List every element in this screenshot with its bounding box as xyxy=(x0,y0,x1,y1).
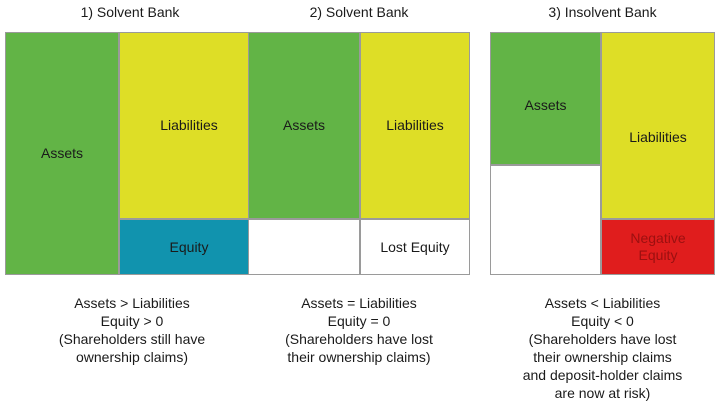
panel-2-caption-line-3: (Shareholders have lost xyxy=(285,331,433,347)
panel-1-liabilities-block: Liabilities xyxy=(119,32,259,219)
panel-2-liabilities-block: Liabilities xyxy=(360,32,470,219)
panel-3-caption-line-5: and deposit-holder claims xyxy=(522,367,683,383)
panel-2-caption-line-4: their ownership claims) xyxy=(287,349,431,365)
panel-3-caption-line-3: (Shareholders have lost xyxy=(528,331,677,347)
panel-3-caption-line-1: Assets < Liabilities xyxy=(544,295,661,311)
panel-1-caption-line-4: ownership claims) xyxy=(75,349,189,365)
panel-1-title: 1) Solvent Bank xyxy=(80,4,180,20)
panel-3-caption-line-2: Equity < 0 xyxy=(571,313,634,329)
panel-3-caption-line-4: their ownership claims xyxy=(533,349,672,365)
panel-1-caption-line-1: Assets > Liabilities xyxy=(74,295,190,311)
panel-3-assets-block: Assets xyxy=(490,32,601,165)
panel-1-caption: Assets > Liabilities Equity > 0 (Shareho… xyxy=(5,294,259,366)
panel-2-empty-block xyxy=(248,219,360,275)
panel-2-caption: Assets = Liabilities Equity = 0 (Shareho… xyxy=(248,294,470,366)
panel-1-caption-line-2: Equity > 0 xyxy=(100,313,164,329)
panel-2-caption-line-1: Assets = Liabilities xyxy=(301,295,417,311)
panel-2-lost-equity-block: Lost Equity xyxy=(360,219,470,275)
panel-3-caption-line-6: are now at risk) xyxy=(554,385,651,401)
panel-3-caption: Assets < Liabilities Equity < 0 (Shareho… xyxy=(490,294,715,402)
panel-2-title: 2) Solvent Bank xyxy=(309,4,409,20)
panel-3-liabilities-block: Liabilities xyxy=(601,32,715,219)
panel-2-caption-line-2: Equity = 0 xyxy=(327,313,391,329)
panel-3-negative-equity-block: Negative Equity xyxy=(601,219,715,275)
panel-2-assets-block: Assets xyxy=(248,32,360,219)
panel-3-empty-block xyxy=(490,165,601,275)
panel-3-title: 3) Insolvent Bank xyxy=(548,4,657,20)
panel-1-equity-block: Equity xyxy=(119,219,259,275)
panel-1-caption-line-3: (Shareholders still have xyxy=(58,331,206,347)
panel-1-assets-block: Assets xyxy=(5,32,119,275)
